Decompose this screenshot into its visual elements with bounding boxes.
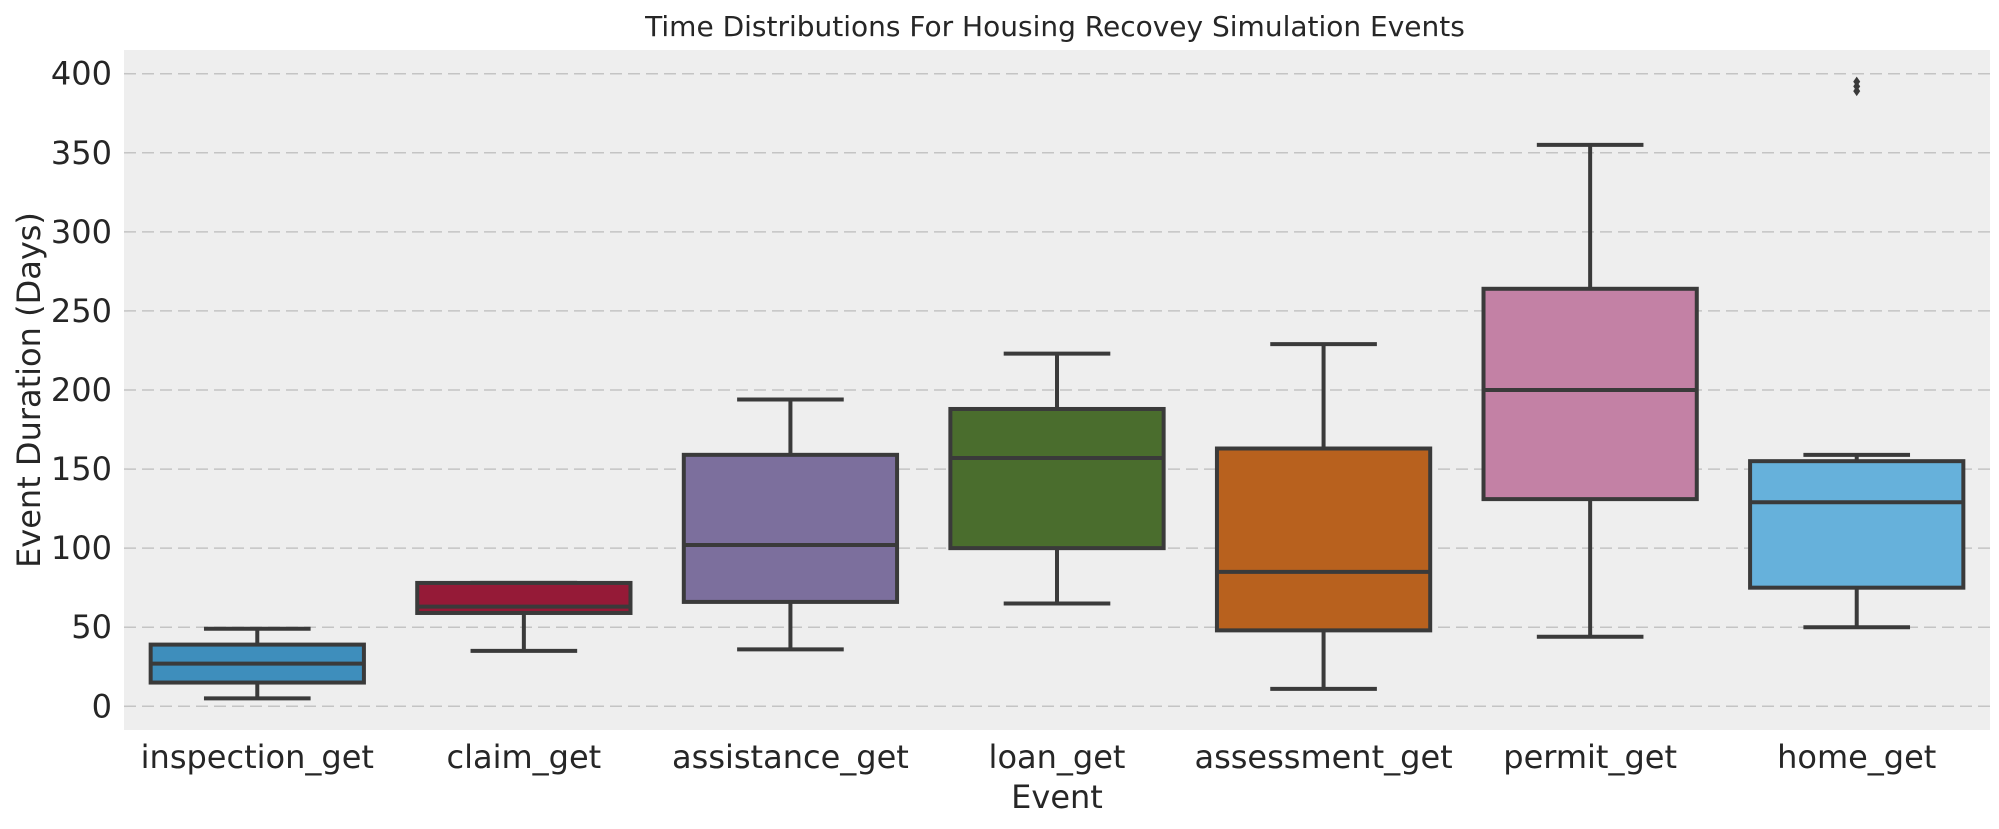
y-tick-label: 150 — [51, 450, 112, 488]
y-tick-label: 200 — [51, 371, 112, 409]
box-home_get — [1748, 76, 1966, 630]
chart-title: Time Distributions For Housing Recovey S… — [644, 10, 1465, 43]
y-axis-ticks: 0 50 100 150 200 250 300 350 400 — [51, 55, 112, 726]
box-iqr — [681, 452, 900, 604]
y-tick-label: 300 — [51, 213, 112, 251]
box-iqr — [1748, 459, 1966, 590]
x-tick-label: assessment_get — [1194, 738, 1452, 776]
y-tick-label: 350 — [51, 134, 112, 172]
x-tick-label: loan_get — [989, 738, 1126, 776]
y-tick-label: 50 — [71, 608, 112, 646]
x-tick-label: assistance_get — [672, 738, 909, 776]
x-tick-label: permit_get — [1503, 738, 1677, 776]
y-axis-label: Event Duration (Days) — [10, 212, 48, 568]
x-tick-label: claim_get — [447, 738, 602, 776]
boxes — [148, 76, 1966, 701]
y-tick-label: 250 — [51, 292, 112, 330]
x-axis-ticks: inspection_get claim_get assistance_get loa… — [141, 738, 1937, 776]
y-tick-label: 0 — [92, 687, 112, 725]
box-inspection_get — [148, 626, 366, 701]
box-iqr — [1214, 446, 1433, 633]
x-tick-label: inspection_get — [141, 738, 374, 776]
box-assessment_get — [1214, 342, 1433, 691]
box-claim_get — [415, 580, 633, 653]
outlier-point — [1853, 76, 1861, 87]
y-tick-label: 400 — [51, 55, 112, 93]
box-iqr — [1481, 286, 1699, 502]
box-loan_get — [948, 351, 1166, 606]
x-axis-label: Event — [1011, 778, 1103, 816]
y-tick-label: 100 — [51, 529, 112, 567]
box-iqr — [948, 406, 1166, 551]
box-assistance_get — [681, 397, 900, 652]
x-tick-label: home_get — [1777, 738, 1936, 776]
box-permit_get — [1481, 142, 1699, 639]
